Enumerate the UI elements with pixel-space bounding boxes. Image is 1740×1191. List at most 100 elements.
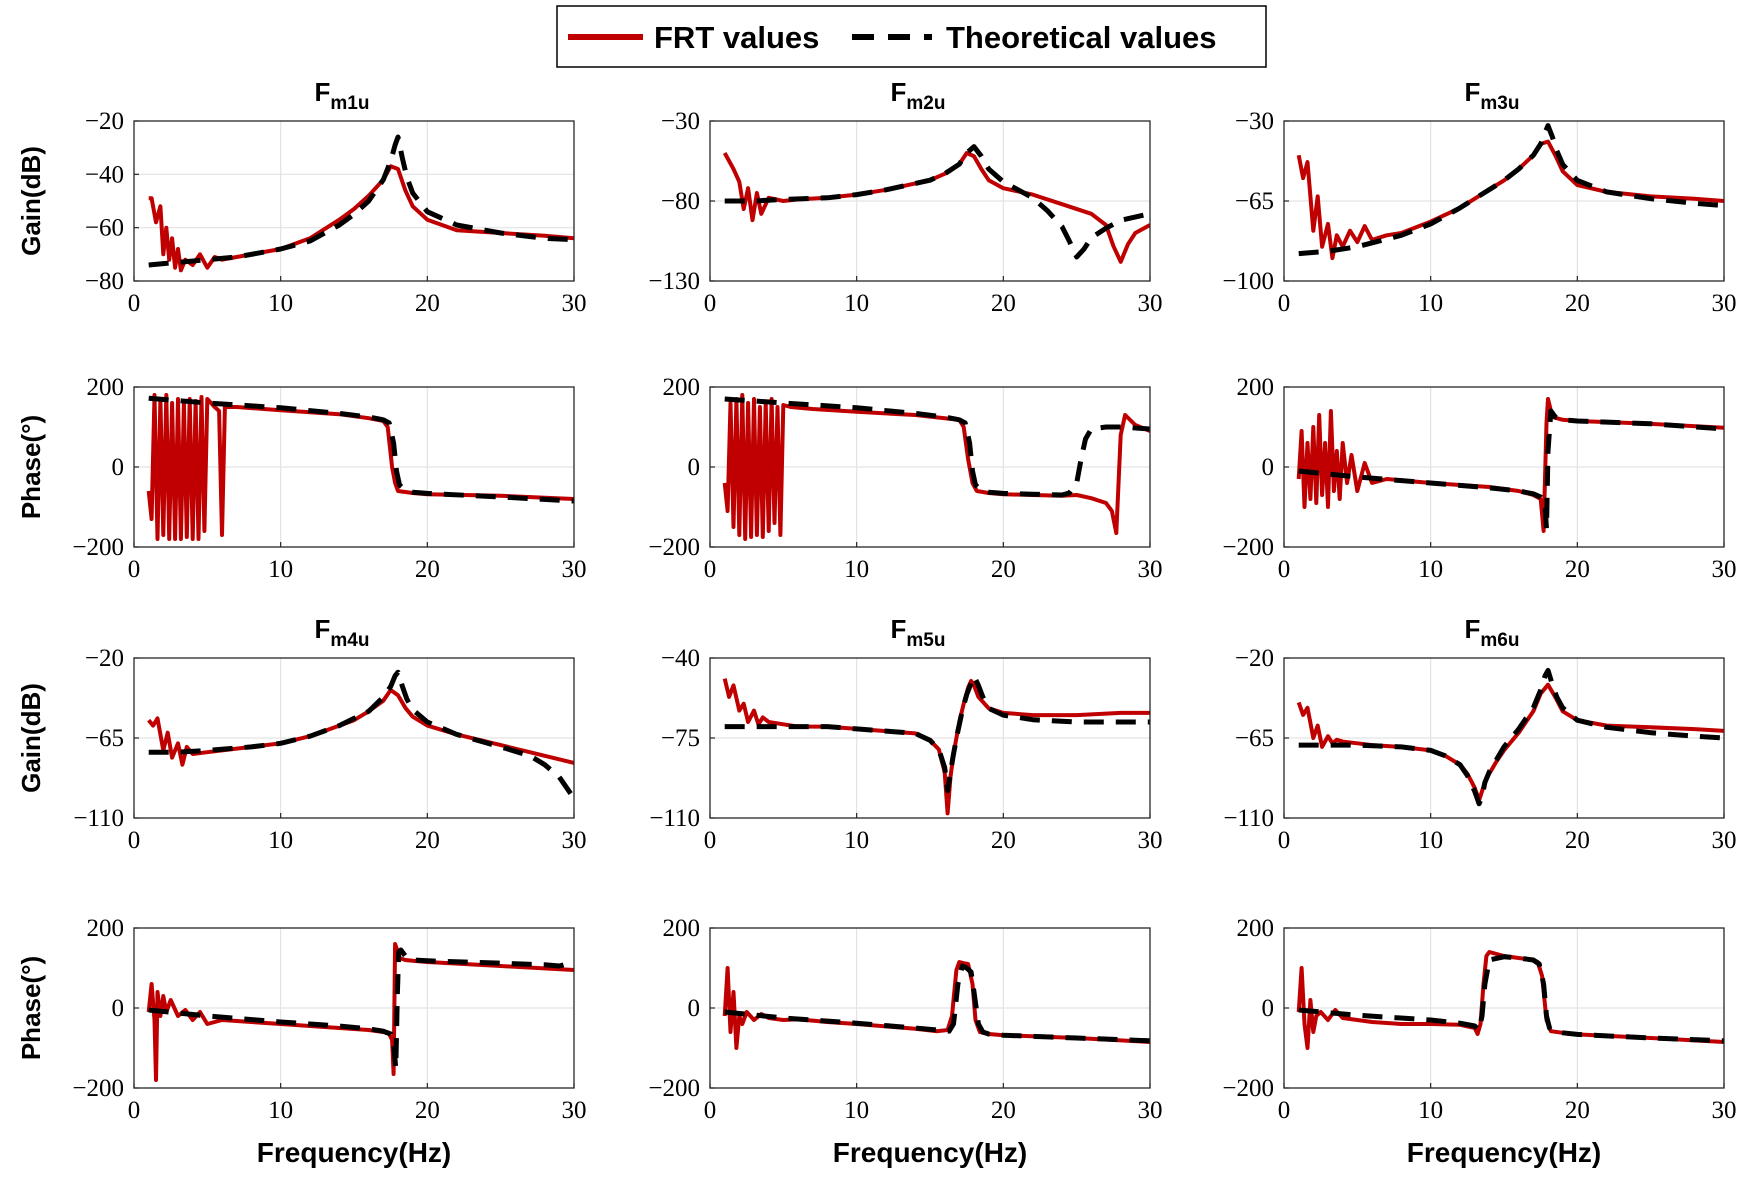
y-axis-label: Gain(dB) bbox=[16, 683, 46, 793]
y-axis-label: Phase(°) bbox=[16, 415, 46, 519]
y-tick-label: 0 bbox=[1262, 454, 1275, 481]
plot-area bbox=[134, 121, 574, 281]
y-tick-label: −20 bbox=[85, 108, 124, 135]
legend-box bbox=[556, 5, 1267, 68]
x-tick-label: 30 bbox=[1138, 1097, 1163, 1124]
legend-label-theoretical: Theoretical values bbox=[946, 20, 1217, 55]
x-tick-label: 0 bbox=[1278, 290, 1291, 317]
y-tick-label: 200 bbox=[1237, 915, 1275, 942]
y-tick-label: 0 bbox=[112, 454, 125, 481]
x-tick-label: 10 bbox=[844, 827, 869, 854]
subplot-title: Fm3u bbox=[1465, 77, 1520, 114]
series-theoretical-values-line bbox=[1298, 667, 1724, 807]
series-frt-values-line bbox=[722, 393, 1150, 541]
x-tick-label: 30 bbox=[562, 1097, 587, 1124]
x-axis-label: Frequency(Hz) bbox=[1407, 1137, 1601, 1168]
x-tick-label: 0 bbox=[128, 1097, 141, 1124]
x-tick-label: 20 bbox=[415, 1097, 440, 1124]
x-tick-label: 0 bbox=[128, 827, 141, 854]
x-tick-label: 10 bbox=[1418, 827, 1443, 854]
subplot-title: Fm4u bbox=[315, 614, 370, 651]
y-tick-label: −40 bbox=[661, 645, 700, 672]
y-tick-label: −30 bbox=[661, 108, 700, 135]
x-tick-label: 20 bbox=[1565, 556, 1590, 583]
y-tick-label: −75 bbox=[661, 725, 700, 752]
y-tick-label: 200 bbox=[87, 374, 125, 401]
y-tick-label: −65 bbox=[1235, 188, 1274, 215]
x-tick-label: 20 bbox=[1565, 1097, 1590, 1124]
legend: FRT values Theoretical values bbox=[556, 5, 1267, 68]
y-tick-label: −65 bbox=[1235, 725, 1274, 752]
x-tick-label: 0 bbox=[704, 827, 717, 854]
series-theoretical-values-line bbox=[148, 669, 574, 800]
x-tick-label: 0 bbox=[704, 290, 717, 317]
y-tick-label: −65 bbox=[85, 725, 124, 752]
subplot-title: Fm6u bbox=[1465, 614, 1520, 651]
y-tick-label: −20 bbox=[1235, 645, 1274, 672]
x-tick-label: 30 bbox=[1138, 290, 1163, 317]
y-tick-label: −80 bbox=[85, 268, 124, 295]
y-axis-label: Phase(°) bbox=[16, 956, 46, 1060]
x-tick-label: 20 bbox=[991, 290, 1016, 317]
x-tick-label: 10 bbox=[268, 1097, 293, 1124]
x-tick-label: 20 bbox=[991, 827, 1016, 854]
series-frt-values-line bbox=[722, 678, 1150, 816]
series-theoretical-values-line bbox=[724, 144, 1150, 260]
x-tick-label: 10 bbox=[1418, 1097, 1443, 1124]
series-theoretical-values-line bbox=[724, 396, 1150, 498]
y-tick-label: 200 bbox=[663, 915, 701, 942]
y-tick-label: 0 bbox=[688, 454, 701, 481]
series-frt-values-line bbox=[1296, 397, 1724, 533]
panel-fm3u-gain: 0 10 20 30 −30 −65 −100 Fm3u bbox=[1222, 77, 1736, 317]
x-tick-label: 30 bbox=[562, 556, 587, 583]
x-tick-label: 20 bbox=[415, 827, 440, 854]
x-tick-label: 10 bbox=[844, 556, 869, 583]
x-axis-label: Frequency(Hz) bbox=[833, 1137, 1027, 1168]
y-tick-label: 200 bbox=[87, 915, 125, 942]
x-tick-label: 30 bbox=[1138, 556, 1163, 583]
y-tick-label: 0 bbox=[1262, 995, 1275, 1022]
y-tick-label: 200 bbox=[663, 374, 701, 401]
y-tick-label: 200 bbox=[1237, 374, 1275, 401]
x-tick-label: 20 bbox=[991, 556, 1016, 583]
legend-label-frt: FRT values bbox=[654, 20, 819, 55]
x-tick-label: 30 bbox=[1138, 827, 1163, 854]
x-tick-label: 30 bbox=[1712, 556, 1737, 583]
series-theoretical-values-line bbox=[724, 963, 1150, 1044]
x-tick-label: 20 bbox=[415, 290, 440, 317]
y-tick-label: 0 bbox=[112, 995, 125, 1022]
panel-fm6u-gain: 0 10 20 30 −20 −65 −110 Fm6u bbox=[1223, 614, 1736, 854]
panel-fm5u-gain: 0 10 20 30 −40 −75 −110 Fm5u bbox=[649, 614, 1162, 854]
x-tick-label: 0 bbox=[704, 556, 717, 583]
x-axis-label: Frequency(Hz) bbox=[257, 1137, 451, 1168]
series-theoretical-values-line bbox=[148, 134, 574, 268]
y-tick-label: −80 bbox=[661, 188, 700, 215]
x-tick-label: 30 bbox=[1712, 290, 1737, 317]
subplot-title: Fm5u bbox=[891, 614, 946, 651]
y-tick-label: −100 bbox=[1222, 268, 1274, 295]
panel-fm2u-gain: 0 10 20 30 −30 −80 −130 Fm2u bbox=[648, 77, 1162, 317]
x-tick-label: 10 bbox=[1418, 556, 1443, 583]
y-tick-label: −200 bbox=[1222, 1075, 1274, 1102]
y-tick-label: −200 bbox=[72, 534, 124, 561]
series-theoretical-values-line bbox=[1298, 408, 1724, 532]
y-tick-label: −20 bbox=[85, 645, 124, 672]
x-tick-label: 10 bbox=[1418, 290, 1443, 317]
y-tick-label: −30 bbox=[1235, 108, 1274, 135]
subplot-grid: 0 10 20 30 −20 −40 −60 −80 Fm1u Gain(dB) 0 10 20 30 −3… bbox=[16, 77, 1737, 1168]
x-tick-label: 0 bbox=[128, 290, 141, 317]
subplot-title: Fm2u bbox=[891, 77, 946, 114]
x-tick-label: 0 bbox=[1278, 556, 1291, 583]
y-tick-label: −110 bbox=[1223, 805, 1274, 832]
x-tick-label: 10 bbox=[268, 290, 293, 317]
y-tick-label: −200 bbox=[1222, 534, 1274, 561]
x-tick-label: 10 bbox=[268, 827, 293, 854]
y-tick-label: −60 bbox=[85, 215, 124, 242]
x-tick-label: 20 bbox=[415, 556, 440, 583]
